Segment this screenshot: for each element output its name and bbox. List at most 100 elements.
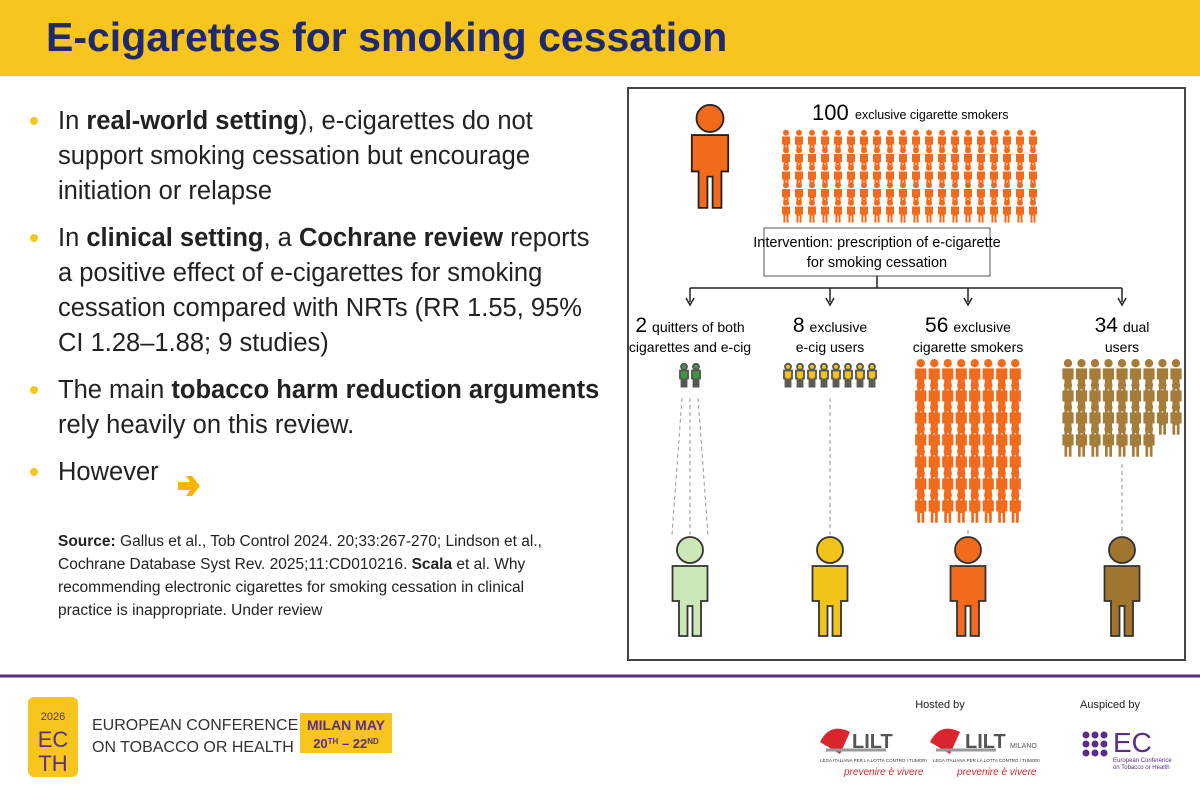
person-icon xyxy=(898,147,908,171)
head xyxy=(984,469,993,478)
head xyxy=(809,129,815,136)
label-line: exclusive xyxy=(953,319,1011,335)
body xyxy=(898,206,908,223)
person-icon xyxy=(1156,381,1169,413)
person-icon xyxy=(1102,359,1115,391)
body xyxy=(833,153,843,171)
head xyxy=(970,491,979,500)
head xyxy=(939,182,945,189)
dash xyxy=(697,397,709,536)
person-icon xyxy=(1143,425,1155,457)
body xyxy=(795,369,805,388)
head xyxy=(1017,182,1023,189)
person-icon xyxy=(937,199,947,223)
head xyxy=(913,199,919,206)
head xyxy=(822,147,828,154)
head xyxy=(991,147,997,154)
head xyxy=(1017,129,1023,136)
head xyxy=(1077,381,1086,390)
person-icon xyxy=(942,447,954,479)
group-label: 2 quitters of both xyxy=(635,314,744,337)
head xyxy=(952,164,958,171)
head xyxy=(822,164,828,171)
body xyxy=(976,136,986,153)
person-icon xyxy=(1028,199,1038,223)
dot xyxy=(1082,740,1090,748)
body xyxy=(989,188,999,206)
head xyxy=(835,147,841,154)
person-icon xyxy=(846,129,856,153)
head xyxy=(848,147,854,154)
person-icon xyxy=(885,182,895,206)
person-icon xyxy=(1028,182,1038,206)
dot xyxy=(1082,749,1090,757)
body xyxy=(950,206,960,223)
person-icon xyxy=(794,164,804,188)
person-icon xyxy=(942,381,954,413)
body xyxy=(843,369,853,388)
person-icon xyxy=(1009,447,1021,479)
person-icon xyxy=(794,129,804,153)
person-icon xyxy=(976,182,986,206)
body xyxy=(1009,456,1021,479)
head xyxy=(783,199,789,206)
person-icon xyxy=(691,362,701,388)
text-run: In xyxy=(58,107,87,135)
count: 2 xyxy=(635,314,647,337)
head xyxy=(900,147,906,154)
body xyxy=(928,478,940,501)
dot xyxy=(1091,731,1099,739)
head xyxy=(809,182,815,189)
person-icon xyxy=(915,403,927,435)
body xyxy=(915,412,927,435)
head xyxy=(997,469,1006,478)
body xyxy=(1170,412,1182,435)
group-label: 56 exclusive xyxy=(925,314,1011,337)
ec-sub: on Tobacco or Health xyxy=(1113,765,1170,771)
person-icon xyxy=(1009,491,1021,523)
logo-text: EC xyxy=(38,727,69,752)
person-icon xyxy=(820,147,830,171)
head xyxy=(1090,381,1100,390)
head xyxy=(984,447,993,456)
body xyxy=(989,153,999,171)
motto: prevenire è vivere xyxy=(843,767,924,778)
person-icon xyxy=(955,425,967,457)
person-icon xyxy=(969,491,981,523)
head xyxy=(1158,381,1167,390)
head xyxy=(916,447,925,456)
lilt: LILT xyxy=(852,731,893,753)
text-run: tobacco harm reduction arguments xyxy=(171,376,600,404)
head xyxy=(822,129,828,136)
head xyxy=(997,491,1006,500)
person-icon xyxy=(872,164,882,188)
person-icon xyxy=(807,147,817,171)
person-icon xyxy=(955,403,967,435)
person-icon xyxy=(1089,381,1101,413)
person-icon xyxy=(1062,381,1074,413)
head xyxy=(916,425,925,434)
head xyxy=(952,182,958,189)
body xyxy=(996,368,1008,391)
person-icon xyxy=(996,381,1008,413)
body xyxy=(872,171,882,188)
person-icon xyxy=(924,147,934,171)
person-icon xyxy=(937,182,947,206)
body xyxy=(872,188,882,206)
head xyxy=(965,199,971,206)
body xyxy=(855,369,865,388)
person-icon xyxy=(831,362,841,388)
person-icon xyxy=(982,469,994,501)
source-note: Source: Gallus et al., Tob Control 2024.… xyxy=(58,530,558,622)
head xyxy=(1017,147,1023,154)
head xyxy=(926,164,932,171)
date-run: – 22 xyxy=(338,736,367,751)
body xyxy=(1009,368,1021,391)
person-icon xyxy=(820,129,830,153)
head xyxy=(1030,199,1036,206)
person-icon xyxy=(867,362,877,388)
head xyxy=(861,199,867,206)
body xyxy=(937,153,947,171)
intervention-text: for smoking cessation xyxy=(807,255,947,271)
